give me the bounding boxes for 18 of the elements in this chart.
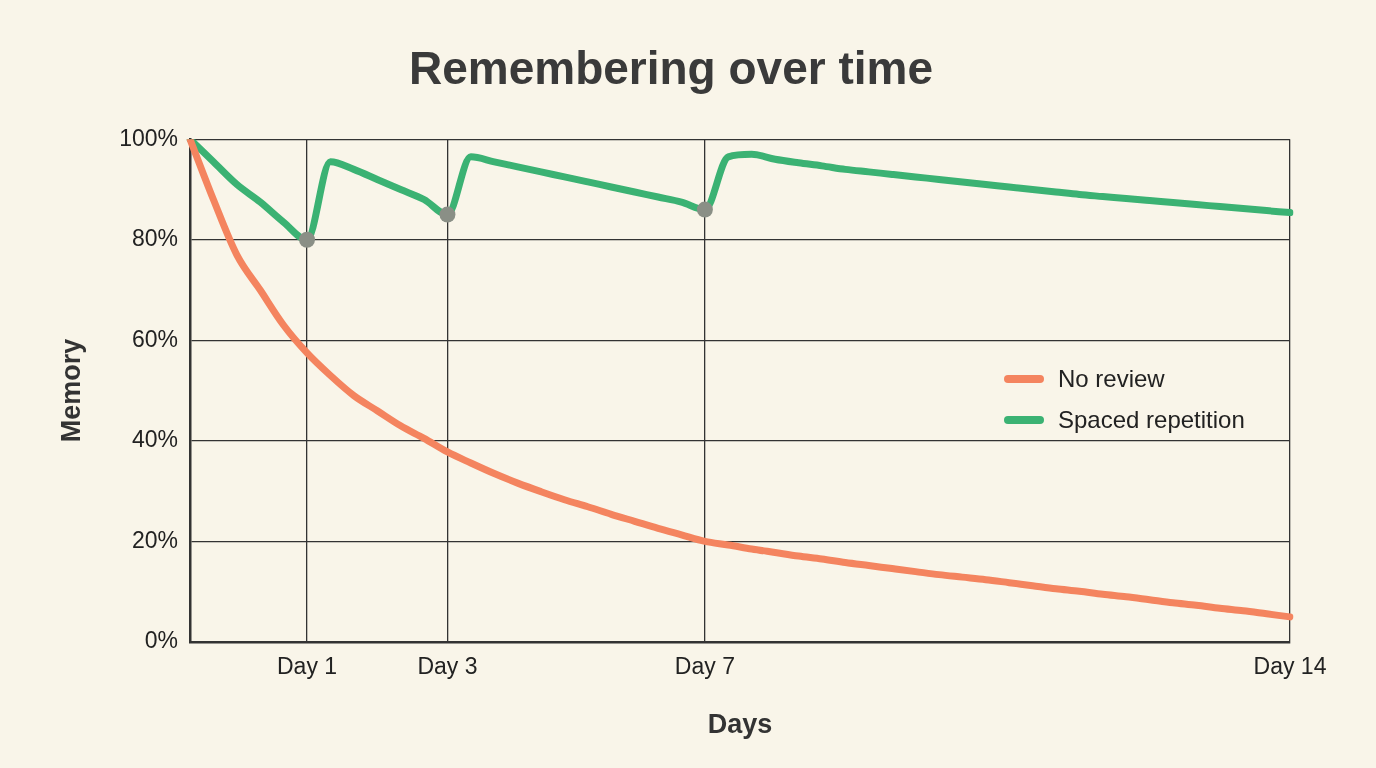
legend-label: No review	[1058, 364, 1165, 393]
y-tick-label: 0%	[144, 627, 178, 654]
x-axis-title: Days	[707, 709, 773, 740]
y-tick-label: 60%	[131, 325, 178, 352]
y-tick-label: 100%	[119, 124, 178, 151]
point	[696, 201, 713, 218]
x-tick-label: Day 7	[674, 653, 735, 680]
x-tick-label: Day 3	[417, 653, 478, 680]
x-tick-label: Day 14	[1253, 653, 1327, 680]
chart-title: Remembering over time	[408, 42, 934, 95]
point	[439, 206, 456, 223]
legend-label: Spaced repetition	[1058, 405, 1245, 434]
x-tick-label: Day 1	[276, 653, 338, 680]
y-tick-label: 20%	[131, 526, 178, 553]
point	[299, 231, 316, 248]
y-axis-title: Memory	[55, 338, 86, 443]
y-tick-label: 80%	[131, 225, 178, 252]
y-tick-label: 40%	[131, 426, 178, 453]
